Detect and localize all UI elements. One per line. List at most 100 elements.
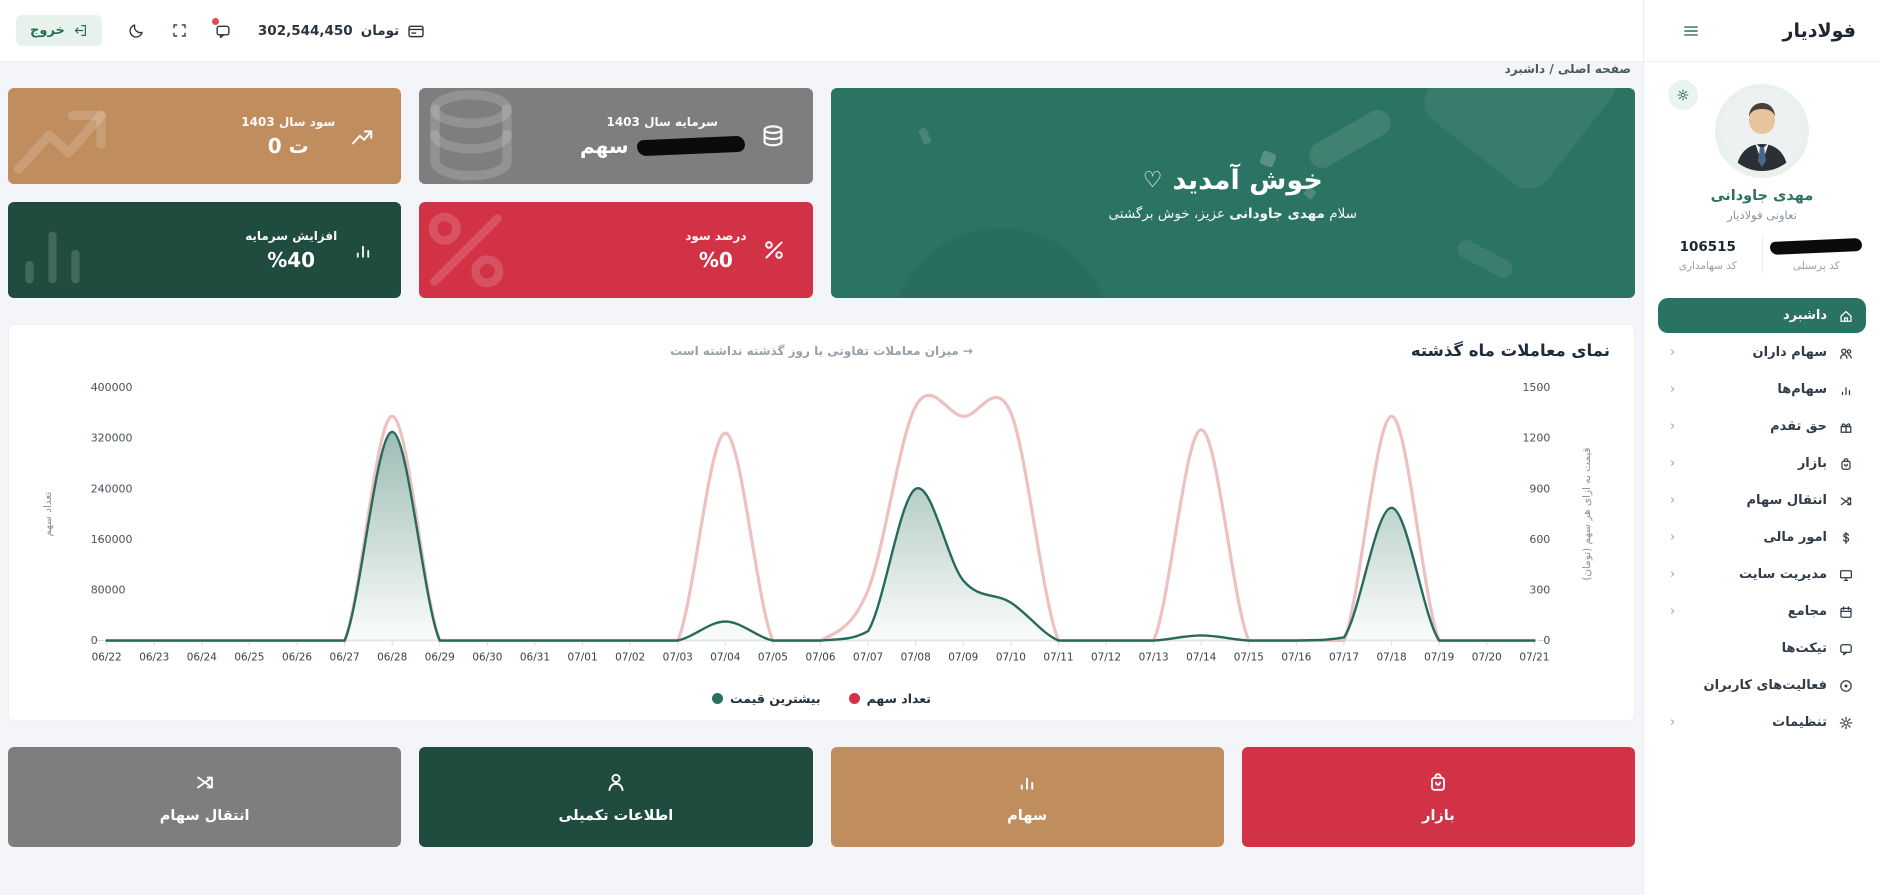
svg-text:320000: 320000 — [91, 432, 133, 445]
breadcrumb[interactable]: صفحه اصلی / داشبرد — [1504, 62, 1631, 76]
personnel-code-cell: کد پرسنلی — [1761, 236, 1871, 274]
action-card-2[interactable]: اطلاعات تکمیلی — [419, 747, 813, 847]
svg-text:07/16: 07/16 — [1281, 651, 1311, 663]
svg-text:تعداد سهم: تعداد سهم — [42, 492, 54, 537]
chevron-left-icon: ‹ — [1670, 345, 1676, 360]
arrow-right-icon: → — [962, 344, 973, 358]
message-icon — [1837, 641, 1854, 657]
sidebar-item-2[interactable]: سهام‌ها ‹ — [1658, 372, 1866, 407]
sidebar-item-label: داشبرد — [1783, 308, 1827, 323]
action-card-1[interactable]: سهام — [830, 747, 1224, 847]
svg-text:07/08: 07/08 — [901, 651, 931, 663]
svg-text:0: 0 — [1543, 634, 1550, 647]
svg-text:07/07: 07/07 — [853, 651, 883, 663]
sidebar-item-label: امور مالی — [1763, 530, 1827, 545]
welcome-subtitle: سلام مهدی جاودانی عزیز، خوش برگشتی — [1108, 205, 1357, 222]
quick-actions: بازار سهام اطلاعات تکمیلی انتقال سهام — [8, 747, 1635, 847]
stat-card-profit-percent[interactable]: درصد سود %0 — [419, 202, 813, 298]
eye-icon — [1837, 678, 1854, 694]
profile-subtitle: تعاونی فولادیار — [1727, 208, 1797, 222]
messages-button[interactable] — [211, 17, 232, 40]
trades-chart[interactable]: 0 80000 160000 240000 320000 400000 0 300 600 900… — [27, 373, 1616, 689]
wallet-balance[interactable]: تومان 302,544,450 — [258, 22, 425, 40]
logout-button[interactable]: خروج — [16, 15, 102, 46]
profile-name: مهدی جاودانی — [1710, 188, 1814, 204]
sidebar: فولادیار مهدی جاودانی — [1643, 0, 1880, 895]
svg-text:06/25: 06/25 — [234, 651, 264, 663]
users-icon — [1837, 345, 1854, 361]
svg-text:07/01: 07/01 — [568, 651, 598, 663]
sidebar-item-1[interactable]: سهام داران ‹ — [1658, 335, 1866, 370]
svg-text:160000: 160000 — [91, 533, 133, 546]
brand-logo: فولادیار — [1782, 19, 1856, 42]
svg-text:07/06: 07/06 — [805, 651, 835, 663]
sidebar-header: فولادیار — [1644, 0, 1880, 62]
stat-card-profit[interactable]: سود سال 1403 0 ت — [8, 88, 402, 184]
action-card-0[interactable]: بازار — [1241, 747, 1635, 847]
sidebar-item-label: مجامع — [1787, 604, 1827, 619]
chevron-left-icon: ‹ — [1670, 567, 1676, 582]
chevron-left-icon: ‹ — [1670, 715, 1676, 730]
chevron-left-icon: ‹ — [1670, 419, 1676, 434]
sidebar-item-10[interactable]: فعالیت‌های کاربران — [1658, 668, 1866, 703]
topbar: تومان 302,544,450 خروج — [0, 0, 1643, 62]
action-card-3[interactable]: انتقال سهام — [8, 747, 402, 847]
chart-note: → میزان معاملات تفاوتی با روز گذشته نداش… — [670, 344, 973, 358]
stat-value: %0 — [698, 247, 733, 272]
welcome-title: خوش آمدید — [1172, 164, 1323, 196]
stat-unit: سهم — [579, 133, 629, 158]
hamburger-menu-icon[interactable] — [1682, 22, 1700, 40]
sidebar-item-9[interactable]: تیکت‌ها — [1658, 631, 1866, 666]
heart-icon: ♡ — [1142, 167, 1163, 193]
sidebar-item-5[interactable]: انتقال سهام ‹ — [1658, 483, 1866, 518]
fullscreen-button[interactable] — [171, 22, 188, 39]
sidebar-item-label: حق تقدم — [1770, 419, 1827, 434]
stat-card-capital[interactable]: سرمایه سال 1403 سهم — [419, 88, 813, 184]
stat-card-capital-increase[interactable]: افزایش سرمایه %40 — [8, 202, 402, 298]
sidebar-item-7[interactable]: مدیریت سایت ‹ — [1658, 557, 1866, 592]
legend-dot — [848, 693, 860, 704]
legend-item[interactable]: تعداد سهم — [848, 691, 931, 706]
monitor-icon — [1837, 567, 1854, 583]
gift-icon — [1837, 419, 1854, 435]
svg-text:06/24: 06/24 — [187, 651, 217, 663]
sidebar-item-0[interactable]: داشبرد — [1658, 298, 1866, 333]
svg-text:600: 600 — [1529, 533, 1550, 546]
svg-text:07/13: 07/13 — [1139, 651, 1169, 663]
action-card-label: بازار — [1422, 808, 1455, 824]
logout-icon — [73, 23, 88, 38]
profile-settings-button[interactable] — [1668, 80, 1698, 110]
sidebar-item-4[interactable]: بازار ‹ — [1658, 446, 1866, 481]
svg-text:07/03: 07/03 — [663, 651, 693, 663]
svg-text:1500: 1500 — [1522, 381, 1550, 394]
sidebar-item-label: تیکت‌ها — [1781, 641, 1827, 656]
sidebar-item-3[interactable]: حق تقدم ‹ — [1658, 409, 1866, 444]
wallet-icon — [407, 22, 425, 40]
chevron-left-icon: ‹ — [1670, 382, 1676, 397]
gear-icon — [1837, 715, 1854, 731]
action-card-label: سهام — [1007, 808, 1048, 824]
sidebar-item-8[interactable]: مجامع ‹ — [1658, 594, 1866, 629]
sidebar-item-6[interactable]: امور مالی ‹ — [1658, 520, 1866, 555]
svg-text:06/23: 06/23 — [139, 651, 169, 663]
legend-label: بیشترین قیمت — [730, 691, 821, 706]
svg-text:80000: 80000 — [91, 583, 126, 596]
dollar-icon — [1837, 530, 1854, 546]
svg-text:07/05: 07/05 — [758, 651, 788, 663]
bars-icon — [1837, 382, 1854, 398]
legend-item[interactable]: بیشترین قیمت — [712, 691, 821, 706]
sidebar-item-11[interactable]: تنظیمات ‹ — [1658, 705, 1866, 740]
svg-text:0: 0 — [91, 634, 98, 647]
svg-text:06/27: 06/27 — [330, 651, 360, 663]
shareholder-code-value: 106515 — [1679, 238, 1736, 255]
avatar-ring — [1715, 84, 1809, 178]
wallet-currency: تومان — [360, 22, 400, 39]
sidebar-item-label: بازار — [1797, 456, 1827, 471]
svg-text:07/12: 07/12 — [1091, 651, 1121, 663]
chart-legend: بیشترین قیمت تعداد سهم — [27, 689, 1616, 712]
dark-mode-button[interactable] — [128, 22, 145, 39]
gear-icon — [1676, 88, 1690, 102]
personnel-code-label: کد پرسنلی — [1792, 260, 1840, 272]
avatar — [1722, 91, 1802, 171]
